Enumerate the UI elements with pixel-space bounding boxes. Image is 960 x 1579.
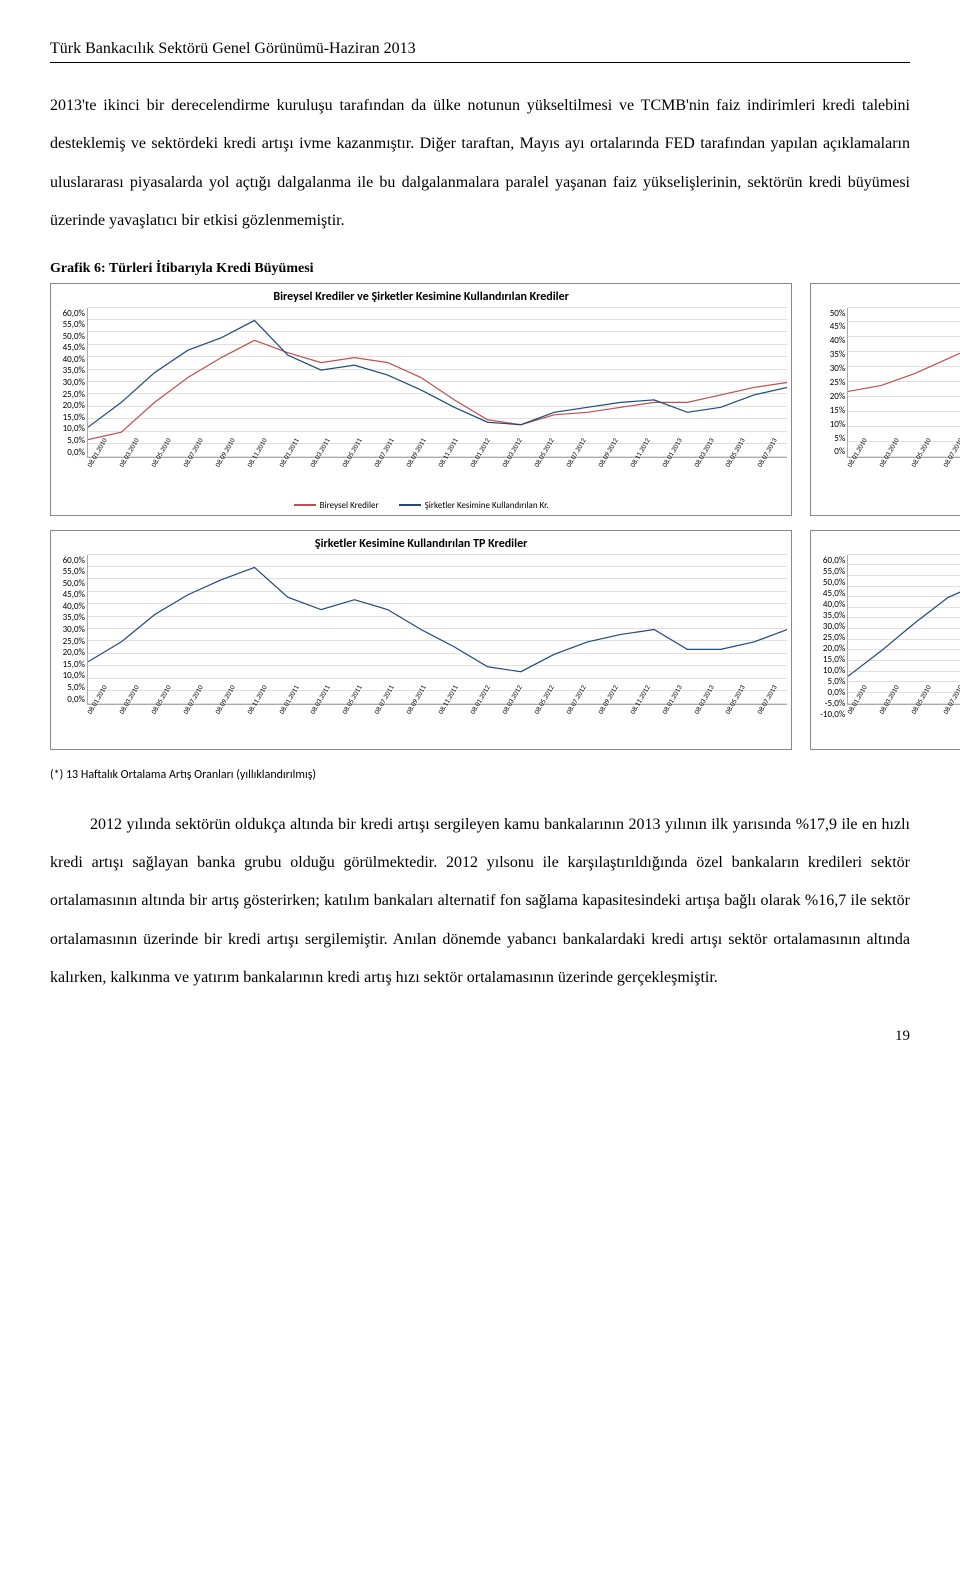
chart-title: Bireysel Krediler ve Şirketler Kesimine …	[55, 290, 787, 304]
paragraph-1: 2013'te ikinci bir derecelendirme kurulu…	[50, 87, 910, 241]
chart-yp-krediler: Şirketler Kesimine Kullandırılan YP Kred…	[810, 530, 960, 750]
chart-tp-krediler: Şirketler Kesimine Kullandırılan TP Kred…	[50, 530, 792, 750]
header-divider	[50, 62, 910, 63]
charts-grid: Bireysel Krediler ve Şirketler Kesimine …	[50, 283, 910, 750]
chart-bireysel-sirketler: Bireysel Krediler ve Şirketler Kesimine …	[50, 283, 792, 516]
grafik-title: Grafik 6: Türleri İtibarıyla Kredi Büyüm…	[50, 261, 910, 277]
chart-title: Konut Kredileri	[815, 290, 960, 304]
page-number: 19	[50, 1028, 910, 1045]
chart-area: 50%45%40%35%30%25%20%15%10%5%0%	[815, 308, 960, 458]
chart-konut: Konut Kredileri 50%45%40%35%30%25%20%15%…	[810, 283, 960, 516]
chart-title: Şirketler Kesimine Kullandırılan YP Kred…	[815, 537, 960, 551]
chart-area: 60,0%55,0%50,0%45,0%40,0%35,0%30,0%25,0%…	[815, 555, 960, 705]
chart-title: Şirketler Kesimine Kullandırılan TP Kred…	[55, 537, 787, 551]
paragraph-2: 2012 yılında sektörün oldukça altında bi…	[50, 806, 910, 998]
chart-area: 60,0%55,0%50,0%45,0%40,0%35,0%30,0%25,0%…	[55, 555, 787, 705]
page-header: Türk Bankacılık Sektörü Genel Görünümü-H…	[50, 40, 910, 58]
chart-footnote: (*) 13 Haftalık Ortalama Artış Oranları …	[50, 768, 910, 782]
chart-area: 60,0%55,0%50,0%45,0%40,0%35,0%30,0%25,0%…	[55, 308, 787, 458]
